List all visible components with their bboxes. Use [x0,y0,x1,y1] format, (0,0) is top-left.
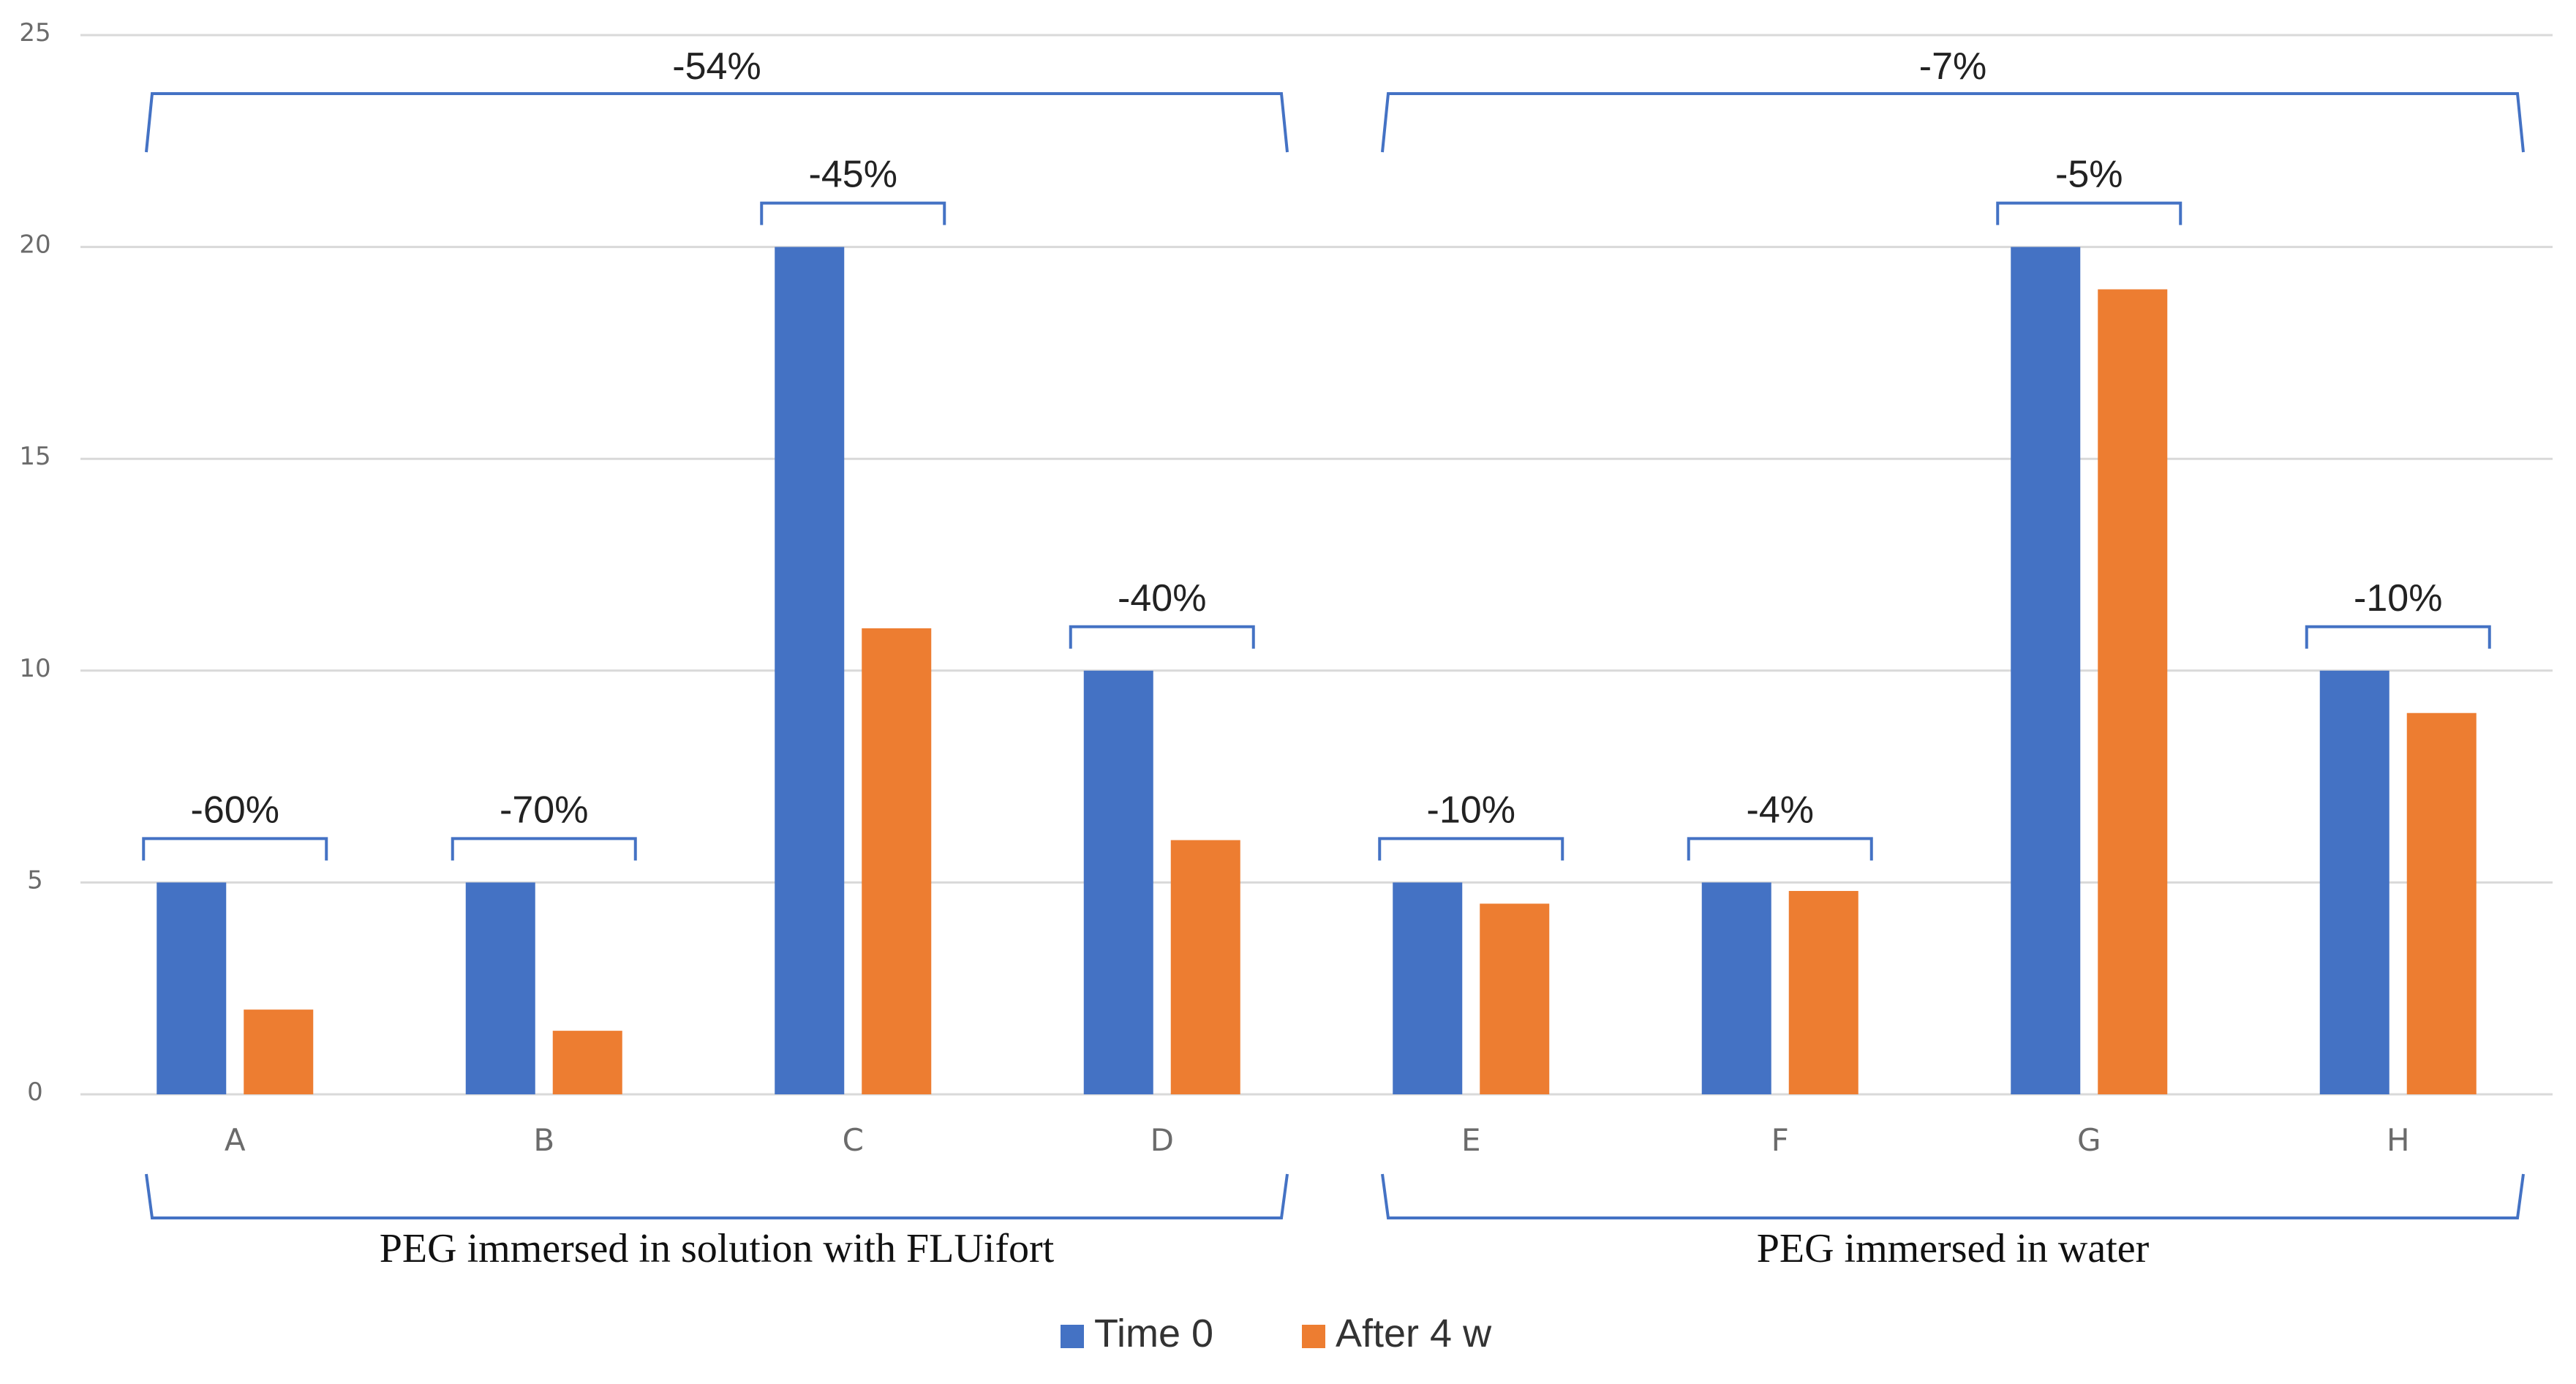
bar-after4w-g [2098,289,2168,1094]
bar-after4w-a [244,1009,314,1094]
group-change-label: -7% [1919,45,1986,88]
percent-change-label: -60% [191,789,279,831]
bar-after4w-h [2406,712,2477,1094]
percent-change-label: -10% [2354,577,2442,620]
bar-after4w-c [862,628,932,1094]
bars [157,247,2477,1095]
legend-swatch-time0 [1061,1325,1084,1348]
percent-change-label: -10% [1427,789,1515,831]
x-tick-label: G [2077,1122,2101,1158]
y-tick-label: 0 [27,1078,43,1107]
bar-time0-a [157,882,227,1094]
x-tick-label: D [1150,1122,1174,1158]
bar-time0-h [2319,670,2389,1094]
bar-after4w-d [1170,840,1240,1094]
x-tick-label: B [533,1122,554,1158]
group-bracket-bottom [1381,1173,2525,1219]
percent-change-label: -40% [1118,577,1206,620]
group-bracket-top [145,92,1289,153]
bar-time0-c [775,247,845,1095]
category-bracket [1996,201,2183,225]
bar-after4w-e [1480,903,1550,1094]
gridlines [80,34,2553,1096]
group-bracket-top [1381,92,2525,153]
brackets [142,92,2525,1219]
bar-time0-d [1083,670,1153,1094]
labels: A B C D E F G H -60% -70% -45% -40% -10% -4% -5% -10% -5… [191,45,2443,1271]
group-label: PEG immersed in solution with FLUifort [380,1226,1055,1271]
category-bracket [451,837,637,861]
percent-change-label: -70% [500,789,588,831]
category-bracket [1069,625,1255,649]
x-tick-label: C [843,1122,864,1158]
bar-time0-f [1701,882,1771,1094]
category-bracket [760,201,946,225]
bar-time0-b [465,882,535,1094]
group-change-label: -54% [672,45,761,88]
y-tick-label: 15 [19,442,50,471]
x-tick-label: H [2387,1122,2410,1158]
group-bracket-bottom [145,1173,1289,1219]
percent-change-label: -45% [809,154,897,196]
percent-change-label: -5% [2055,154,2123,196]
bar-after4w-f [1788,890,1858,1094]
y-tick-label: 25 [19,18,50,48]
category-bracket [1378,837,1564,861]
y-axis-ticks: 0 5 10 15 20 25 [19,18,50,1107]
legend-label: After 4 w [1336,1312,1492,1355]
group-label: PEG immersed in water [1757,1226,2150,1271]
legend-swatch-after4w [1302,1325,1325,1348]
y-tick-label: 20 [19,230,50,260]
y-tick-label: 5 [27,865,43,895]
category-bracket [1687,837,1873,861]
x-tick-label: E [1461,1122,1481,1158]
x-tick-label: A [225,1122,246,1158]
category-bracket [142,837,328,861]
bar-time0-e [1393,882,1463,1094]
legend: Time 0 After 4 w [1061,1312,1492,1355]
percent-change-label: -4% [1747,789,1814,831]
bar-time0-g [2011,247,2081,1095]
bar-after4w-b [552,1031,622,1094]
legend-label: Time 0 [1094,1312,1213,1355]
x-tick-label: F [1771,1122,1789,1158]
category-bracket [2305,625,2491,649]
y-tick-label: 10 [19,654,50,683]
